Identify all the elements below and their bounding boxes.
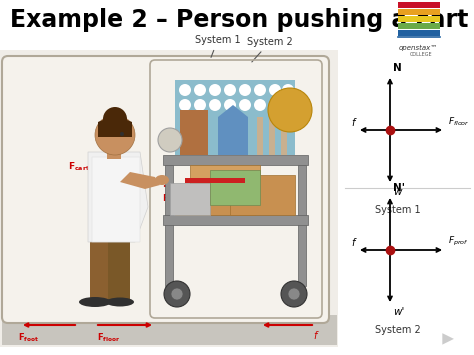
Bar	[398, 30, 440, 36]
Bar	[269, 117, 275, 155]
Bar	[398, 9, 440, 15]
Text: openstax™: openstax™	[399, 45, 438, 51]
Circle shape	[209, 99, 221, 111]
Text: $\mathbf{F}_\mathbf{prof}$: $\mathbf{F}_\mathbf{prof}$	[162, 193, 185, 206]
Bar	[0, 50, 340, 347]
Circle shape	[179, 84, 191, 96]
Text: f: f	[352, 118, 355, 128]
Text: ◀: ◀	[442, 329, 454, 344]
Bar	[398, 2, 440, 8]
Text: System 1: System 1	[375, 205, 421, 215]
Circle shape	[269, 84, 281, 96]
Circle shape	[95, 115, 135, 155]
Text: Example 2 – Person pushing a cart: Example 2 – Person pushing a cart	[10, 8, 468, 32]
Bar	[2, 315, 337, 345]
Polygon shape	[218, 105, 248, 155]
Circle shape	[194, 84, 206, 96]
Text: COLLEGE: COLLEGE	[410, 52, 433, 57]
Polygon shape	[88, 152, 148, 242]
Bar	[170, 183, 210, 215]
Text: N': N'	[393, 183, 405, 193]
Ellipse shape	[106, 297, 134, 306]
Circle shape	[282, 84, 294, 96]
Text: f: f	[313, 331, 316, 341]
Text: $\mathbf{F}_\mathbf{cart}$: $\mathbf{F}_\mathbf{cart}$	[68, 160, 90, 173]
Circle shape	[103, 107, 127, 131]
Bar	[398, 16, 440, 22]
Polygon shape	[120, 172, 160, 189]
Circle shape	[171, 288, 183, 300]
Circle shape	[282, 99, 294, 111]
Circle shape	[288, 288, 300, 300]
Circle shape	[164, 281, 190, 307]
Circle shape	[281, 281, 307, 307]
Text: System 2: System 2	[247, 37, 293, 62]
Circle shape	[239, 84, 251, 96]
Bar	[92, 157, 140, 242]
Polygon shape	[98, 115, 132, 137]
Bar	[107, 147, 121, 159]
Text: N: N	[393, 63, 402, 73]
Bar	[281, 117, 287, 155]
Bar	[165, 165, 173, 286]
Text: System 2: System 2	[375, 325, 421, 335]
Ellipse shape	[79, 297, 111, 307]
Bar	[180, 110, 208, 155]
Bar	[398, 23, 440, 29]
Text: f: f	[352, 238, 355, 248]
Bar	[175, 187, 255, 215]
Polygon shape	[90, 237, 108, 302]
Circle shape	[224, 99, 236, 111]
Circle shape	[239, 99, 251, 111]
Bar	[210, 170, 260, 205]
Ellipse shape	[155, 175, 169, 185]
Circle shape	[268, 88, 312, 132]
Bar	[298, 165, 306, 286]
Circle shape	[224, 84, 236, 96]
Circle shape	[120, 132, 124, 136]
Circle shape	[254, 99, 266, 111]
Text: $F_{floor}$: $F_{floor}$	[448, 115, 470, 128]
Bar	[190, 165, 260, 187]
Bar	[338, 8, 474, 347]
Bar	[163, 155, 308, 165]
Text: System 1: System 1	[195, 35, 241, 58]
Bar	[175, 80, 295, 155]
Text: w: w	[393, 187, 401, 197]
Circle shape	[269, 99, 281, 111]
Bar	[257, 117, 263, 155]
Circle shape	[194, 99, 206, 111]
Bar	[185, 178, 245, 183]
Text: $\mathbf{F}_\mathbf{floor}$: $\mathbf{F}_\mathbf{floor}$	[97, 331, 120, 344]
Text: $\mathbf{F}_\mathbf{foot}$: $\mathbf{F}_\mathbf{foot}$	[18, 331, 39, 344]
Circle shape	[254, 84, 266, 96]
Text: $F_{prof}$: $F_{prof}$	[448, 235, 469, 248]
Circle shape	[158, 128, 182, 152]
FancyBboxPatch shape	[2, 56, 329, 323]
Polygon shape	[108, 242, 130, 302]
Bar	[163, 215, 308, 225]
Circle shape	[209, 84, 221, 96]
Bar	[230, 175, 295, 215]
Circle shape	[179, 99, 191, 111]
Text: w': w'	[393, 307, 404, 317]
